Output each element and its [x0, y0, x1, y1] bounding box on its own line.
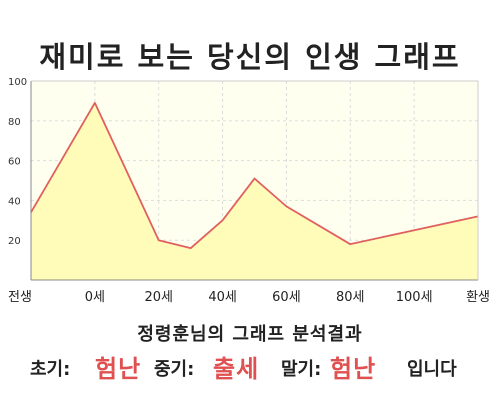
x-tick-label-0: 전생: [8, 290, 32, 305]
data-point-1: [94, 102, 96, 104]
data-point-3: [190, 247, 192, 249]
page-title: 재미로 보는 당신의 인생 그래프: [39, 40, 461, 74]
early-label: 초기:: [30, 359, 71, 380]
analysis-result: 초기: 험난 중기: 출세 말기: 험난 입니다: [0, 345, 500, 385]
x-tick-label-6: 100세: [396, 290, 433, 305]
late-value: 험난: [330, 355, 377, 383]
x-tick-label-7: 환생: [466, 290, 490, 305]
middle-value: 출세: [213, 355, 260, 383]
data-point-7: [349, 243, 351, 245]
data-point-6: [285, 205, 287, 207]
data-point-2: [158, 239, 160, 241]
y-tick-label-4: 20: [8, 236, 21, 247]
data-point-5: [254, 178, 256, 180]
ending-text: 입니다: [407, 359, 457, 380]
analysis-subtitle: 정령훈님의 그래프 분석결과: [137, 324, 363, 345]
x-tick-label-2: 20세: [144, 290, 173, 305]
data-point-4: [222, 219, 224, 221]
series-line: [30, 101, 479, 250]
y-tick-label-2: 60: [8, 157, 21, 168]
x-tick-label-3: 40세: [208, 290, 237, 305]
x-tick-label-5: 80세: [336, 290, 365, 305]
data-point-8: [413, 229, 415, 231]
y-tick-label-3: 40: [8, 196, 21, 207]
early-value: 험난: [95, 355, 142, 383]
late-label: 말기:: [281, 359, 322, 380]
middle-label: 중기:: [154, 359, 195, 380]
x-tick-label-1: 0세: [85, 290, 105, 305]
y-tick-label-0: 100: [8, 77, 27, 88]
area-fill: [31, 102, 478, 280]
y-tick-label-1: 80: [8, 117, 21, 128]
x-tick-label-4: 60세: [272, 290, 301, 305]
